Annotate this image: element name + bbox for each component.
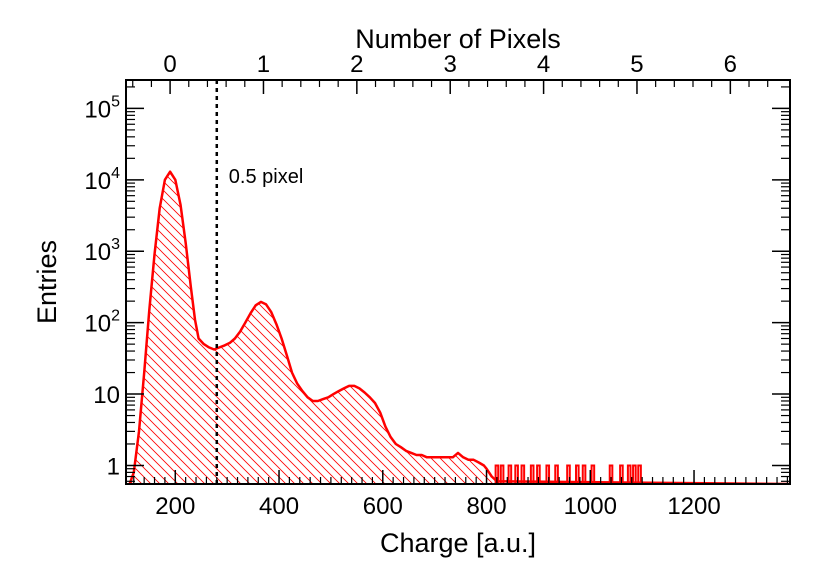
sparse-bin (529, 464, 535, 484)
x2-tick-label: 0 (163, 51, 176, 78)
sparse-bin (566, 464, 571, 484)
x-tick-label: 200 (155, 493, 195, 520)
sparse-bin (637, 464, 642, 484)
half-pixel-annotation: 0.5 pixel (229, 166, 304, 188)
sparse-bin (536, 464, 541, 484)
y-axis-title: Entries (32, 240, 62, 324)
histogram-hatch-fill (129, 171, 790, 484)
x2-tick-label: 5 (630, 51, 643, 78)
sparse-bin (632, 464, 637, 484)
y-tick-label: 1 (107, 453, 120, 480)
y-tick-label: 102 (84, 308, 120, 338)
sparse-bin (494, 464, 500, 484)
y-tick-label: 104 (84, 165, 120, 195)
x2-tick-label: 1 (257, 51, 270, 78)
x2-tick-label: 3 (444, 51, 457, 78)
plot-frame (125, 79, 791, 485)
sparse-bin (626, 464, 632, 484)
sparse-bin (608, 464, 614, 484)
histogram-series (128, 170, 790, 484)
sparse-bin (520, 464, 526, 484)
sparse-bin (619, 464, 624, 484)
sparse-bin (554, 464, 559, 484)
x-tick-label: 1000 (564, 493, 617, 520)
y-tick-label: 10 (93, 382, 120, 409)
x-axis-title: Charge [a.u.] (380, 528, 536, 558)
x-tick-label: 1200 (667, 493, 720, 520)
sparse-bin (575, 464, 580, 484)
axis-ticks: 200 400 600 800 1000 1200 0 1 2 3 4 5 6 1 10 102 103 104 1… (84, 51, 790, 520)
top-axis-title: Number of Pixels (355, 24, 561, 54)
y-tick-label: 105 (84, 93, 120, 123)
sparse-bin (581, 464, 587, 484)
sparse-bin (590, 464, 596, 484)
sparse-bins (494, 464, 642, 484)
x-tick-label: 400 (259, 493, 299, 520)
histogram-line (128, 170, 790, 484)
x-tick-label: 600 (363, 493, 403, 520)
x-tick-label: 800 (467, 493, 507, 520)
sparse-bin (545, 464, 551, 484)
x2-tick-label: 4 (537, 51, 550, 78)
x2-tick-label: 6 (724, 51, 737, 78)
sparse-bin (514, 464, 519, 484)
y-tick-label: 103 (84, 236, 120, 266)
sparse-bin (499, 464, 505, 484)
sparse-bin (507, 464, 513, 484)
x2-tick-label: 2 (350, 51, 363, 78)
